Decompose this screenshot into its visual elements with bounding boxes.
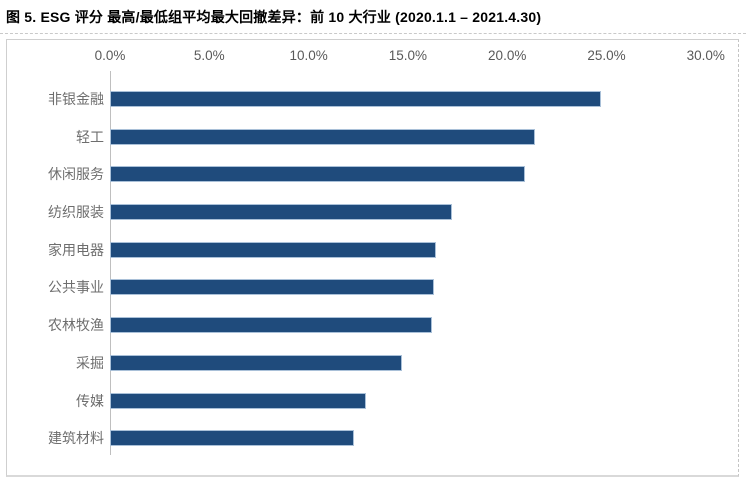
x-axis-tick-label: 0.0% (94, 48, 126, 63)
bar (110, 91, 601, 107)
category-axis-line (110, 71, 111, 455)
x-axis-tick-label: 20.0% (488, 48, 527, 63)
x-axis-tick-label: 30.0% (686, 48, 725, 63)
bar-row: 农林牧渔 (7, 310, 738, 348)
x-axis-tick-label: 5.0% (193, 48, 225, 63)
bar (110, 392, 367, 409)
category-label: 非银金融 (48, 91, 104, 107)
x-axis-tick-label: 25.0% (587, 48, 626, 63)
bar-row: 传媒 (7, 386, 738, 424)
category-label: 建筑材料 (48, 430, 104, 447)
bar (110, 430, 355, 447)
bar (110, 204, 452, 221)
category-label: 采掘 (76, 354, 104, 371)
bar (110, 128, 536, 145)
category-label: 农林牧渔 (48, 317, 104, 334)
category-label: 休闲服务 (48, 166, 104, 183)
bar-rows: 非银金融轻工休闲服务纺织服装家用电器公共事业农林牧渔采掘传媒建筑材料 (7, 84, 738, 461)
bar-row: 公共事业 (7, 272, 738, 310)
x-axis-tick-label: 10.0% (289, 48, 328, 63)
bar-row: 休闲服务 (7, 159, 738, 197)
bar-row: 家用电器 (7, 235, 738, 273)
bar (110, 317, 432, 334)
bar-row: 轻工 (7, 122, 738, 160)
category-label: 纺织服装 (48, 204, 104, 221)
category-label: 轻工 (76, 128, 104, 145)
title-separator (0, 33, 746, 34)
chart-area: 0.0% 5.0% 10.0% 15.0% 20.0% 25.0% 30.0% 非银金融轻工… (6, 39, 739, 477)
x-axis-tick-label: 15.0% (388, 48, 428, 63)
bar-row: 采掘 (7, 348, 738, 386)
bar-row: 纺织服装 (7, 197, 738, 235)
x-axis: 0.0% 5.0% 10.0% 15.0% 20.0% 25.0% 30.0% (7, 40, 738, 66)
bar (110, 166, 526, 183)
bar (110, 279, 434, 296)
category-label: 公共事业 (48, 279, 104, 296)
figure-title: 图 5. ESG 评分 最高/最低组平均最大回撤差异：前 10 大行业 (202… (6, 9, 542, 25)
bar-row: 非银金融 (7, 84, 738, 122)
category-label: 传媒 (76, 392, 104, 409)
bar (110, 241, 436, 258)
bar-row: 建筑材料 (7, 423, 738, 461)
bar (110, 354, 402, 371)
category-label: 家用电器 (48, 241, 104, 258)
